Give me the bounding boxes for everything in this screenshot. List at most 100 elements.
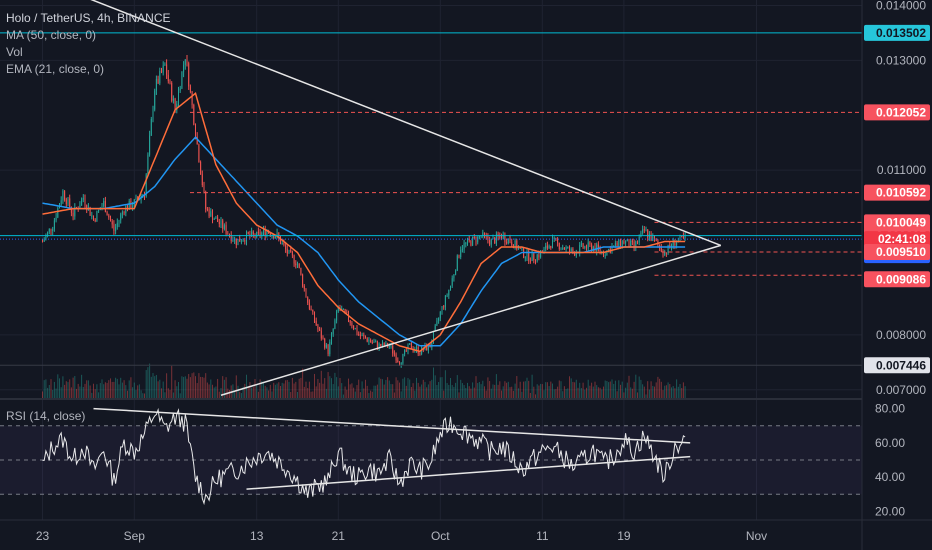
volume-bar [587,379,589,398]
candle-body [585,246,588,249]
volume-bar [557,386,559,398]
candle-body [164,64,166,66]
volume-bar [395,377,397,398]
volume-bar [235,375,237,398]
candle-body [245,231,248,242]
volume-bar [563,386,565,398]
candle-body [176,103,178,111]
candle-body [237,239,239,246]
candle-body [72,212,74,217]
volume-bar [594,381,596,398]
volume-bar [184,376,186,398]
candle-body [448,290,450,296]
candle-body [194,124,197,137]
volume-bar [601,389,603,398]
candle-body [602,251,605,256]
candle-body [285,245,287,250]
volume-bar [466,382,469,398]
candle-body [115,226,117,231]
candle-body [218,221,220,224]
legend-ma[interactable]: MA (50, close, 0) [6,28,97,42]
volume-bar [239,391,241,398]
candle-body [288,249,290,254]
price-tag [864,357,930,374]
candle-body [171,83,173,101]
candle-body [317,325,319,330]
volume-bar [393,392,395,398]
volume-bar [507,381,509,398]
candle-body [531,253,533,262]
volume-bar [344,386,346,398]
candle-body [313,311,316,321]
volume-bar [647,381,649,398]
volume-bar [599,387,601,398]
time-tick-label: Oct [431,529,450,543]
candle-body [495,234,497,244]
volume-bar [670,387,673,398]
indicator-lines [42,92,686,353]
candle-body [397,360,399,362]
volume-bar [375,385,377,398]
candle-body [278,232,280,238]
volume-bar [511,386,513,398]
candle-body [184,59,186,65]
volume-bar [436,384,438,398]
volume-bar [64,384,66,398]
volume-bar [194,376,197,398]
symbol-title[interactable]: Holo / TetherUS, 4h, BINANCE [6,11,171,25]
volume-bar [584,389,586,398]
horizontal-levels [0,32,862,366]
volume-bar [319,382,321,398]
volume-bar [295,381,297,398]
volume-bar [592,386,594,398]
price-tick-label: 0.013000 [876,53,926,67]
volume-bar [108,380,110,398]
volume-bar [475,376,477,398]
volume-bar [312,391,314,398]
volume-bar [574,382,576,398]
volume-bar [506,382,508,398]
legend-ema[interactable]: EMA (21, close, 0) [6,62,105,76]
legend-rsi[interactable]: RSI (14, close) [6,409,86,423]
candle-body [543,248,545,253]
candle-body [664,252,666,256]
volume-bar [285,380,287,398]
volume-bar [489,381,491,398]
volume-bar [390,384,392,398]
volume-bar [541,384,543,398]
volume-bar [262,382,265,398]
rsi-pane [0,398,932,506]
candle-body [60,200,62,205]
candle-body [582,243,584,248]
volume-bar [103,384,105,398]
volume-bar [370,390,372,398]
candle-body [606,250,608,256]
legend-vol[interactable]: Vol [6,45,23,59]
candle-body [242,240,244,242]
candle-body [572,248,574,253]
volume-bar [635,374,637,398]
volume-bar [555,389,557,398]
volume-bar [623,392,625,398]
trendline [90,0,722,247]
trendlines[interactable] [22,0,722,396]
volume-bar [456,375,458,398]
candle-body [281,242,283,244]
volume-bar [346,389,348,398]
candle-body [50,228,52,232]
candle-body [312,309,314,312]
candle-body [652,236,654,241]
volume-bar [322,383,324,398]
candle-body [466,239,469,243]
volume-bar [126,390,129,398]
candle-body [332,328,334,334]
volume-bar [186,378,188,398]
volume-bar [500,390,503,398]
volume-bar [244,383,246,398]
volume-bar [482,380,484,398]
time-tick-label: Sep [124,529,146,543]
volume-bar [171,365,173,398]
candle-body [52,228,54,232]
rsi-tick-label: 60.00 [875,436,905,450]
